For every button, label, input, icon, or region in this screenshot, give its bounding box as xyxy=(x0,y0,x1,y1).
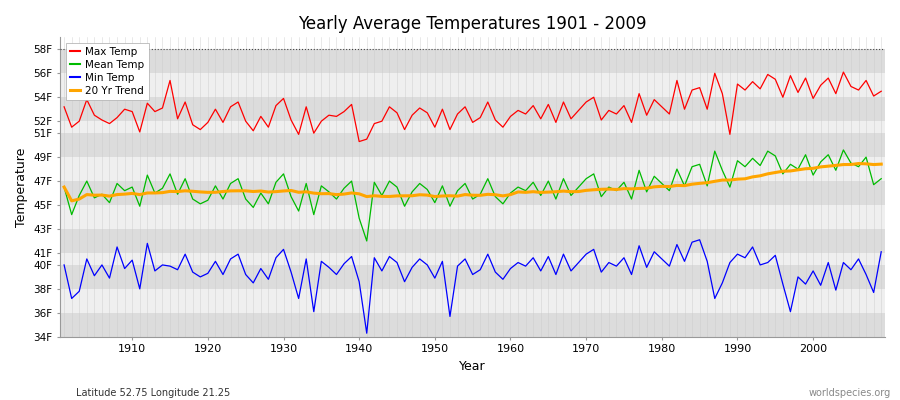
Bar xyxy=(60,97,885,121)
Bar xyxy=(60,229,885,253)
Title: Yearly Average Temperatures 1901 - 2009: Yearly Average Temperatures 1901 - 2009 xyxy=(299,15,647,33)
Bar xyxy=(60,253,885,265)
Bar xyxy=(60,73,885,97)
Bar xyxy=(60,205,885,229)
Bar xyxy=(60,313,885,337)
Bar xyxy=(60,181,885,205)
Bar xyxy=(60,133,885,157)
Bar xyxy=(60,265,885,289)
X-axis label: Year: Year xyxy=(459,360,486,373)
Text: worldspecies.org: worldspecies.org xyxy=(809,388,891,398)
Legend: Max Temp, Mean Temp, Min Temp, 20 Yr Trend: Max Temp, Mean Temp, Min Temp, 20 Yr Tre… xyxy=(66,42,148,100)
Bar xyxy=(60,49,885,73)
Bar xyxy=(60,289,885,313)
Y-axis label: Temperature: Temperature xyxy=(15,147,28,227)
Bar xyxy=(60,121,885,133)
Bar xyxy=(60,157,885,181)
Text: Latitude 52.75 Longitude 21.25: Latitude 52.75 Longitude 21.25 xyxy=(76,388,230,398)
